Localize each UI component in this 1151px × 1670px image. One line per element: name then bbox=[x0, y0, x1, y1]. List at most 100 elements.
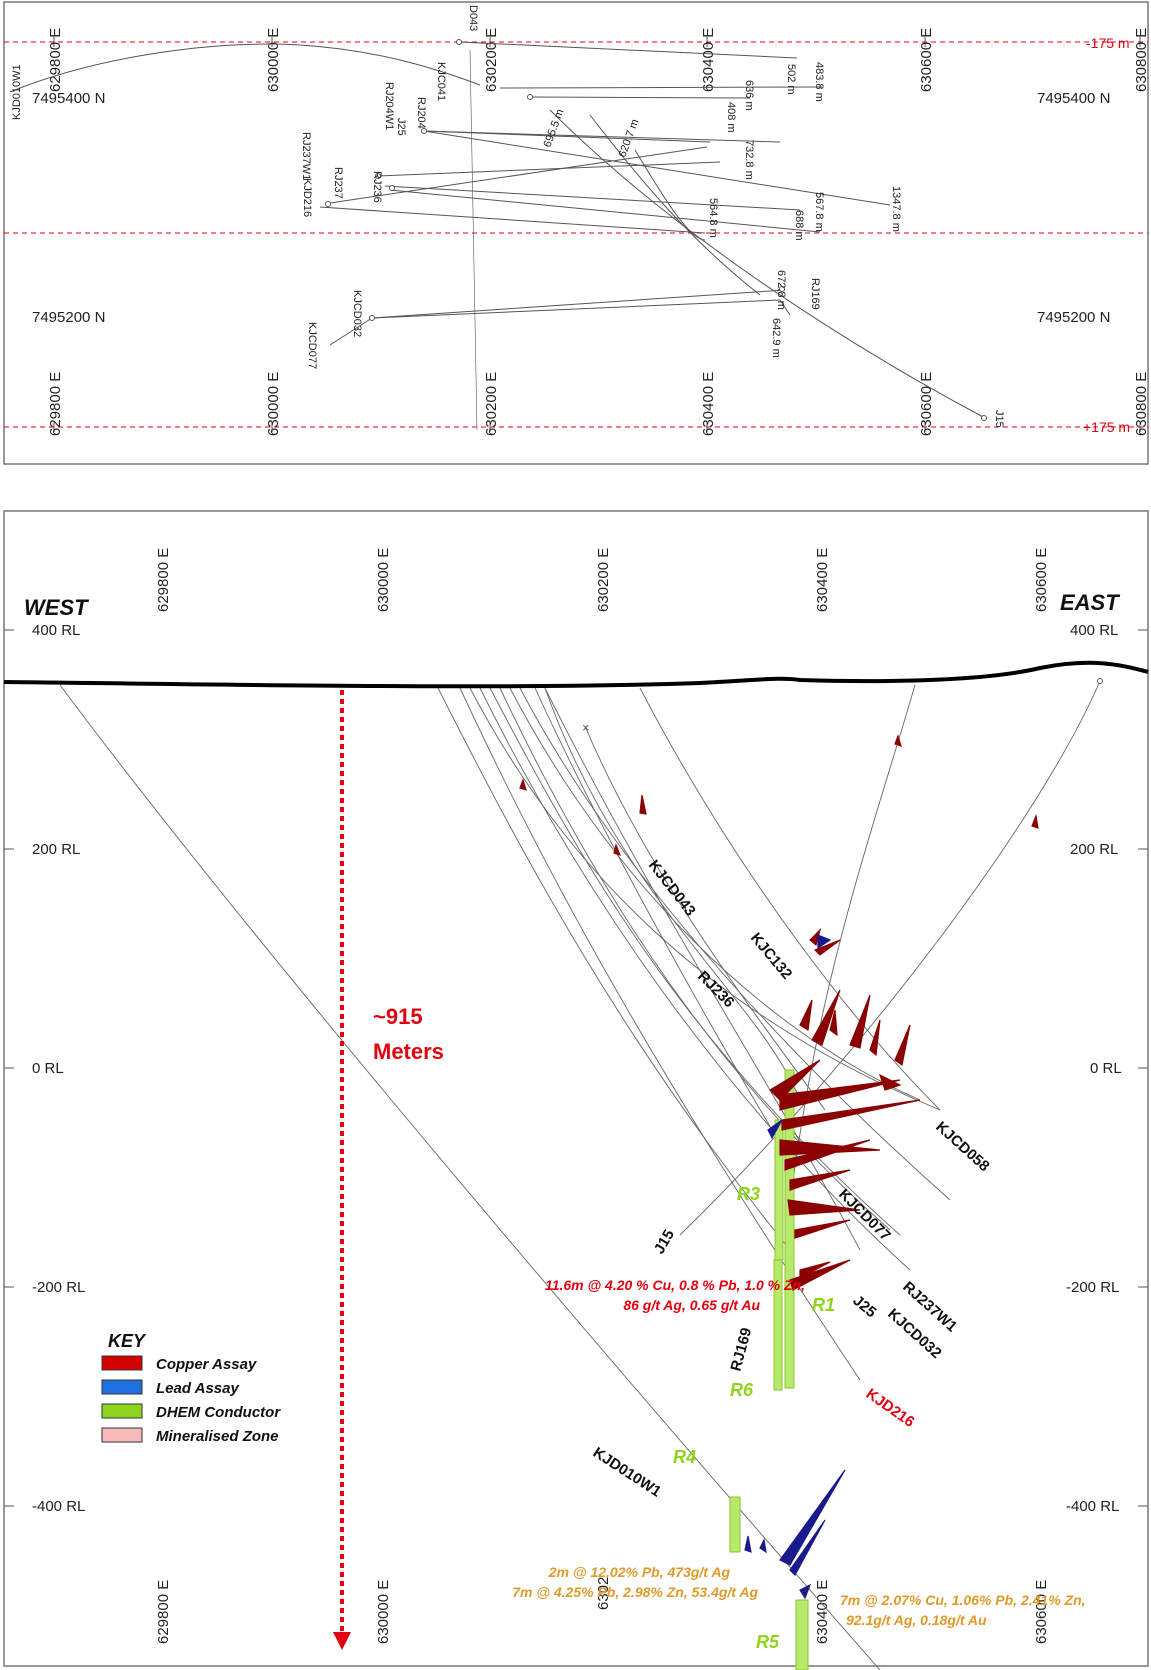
plan-northing-left-lower: 7495200 N bbox=[32, 309, 105, 326]
intercept-orange-right-line1: 7m @ 2.07% Cu, 1.06% Pb, 2.41% Zn, bbox=[840, 1592, 1086, 1608]
rl-left-400: 400 RL bbox=[32, 622, 80, 639]
conductor-label-R3: R3 bbox=[737, 1184, 760, 1204]
plan-easting-top-5: 630800 E bbox=[1133, 28, 1150, 92]
plan-hole-RJ237: RJ237 bbox=[332, 167, 344, 199]
plan-depth-9: 688 m bbox=[793, 210, 805, 241]
rl-left-minus400: -400 RL bbox=[32, 1498, 85, 1515]
plan-depth-1: 483.8 m bbox=[813, 62, 825, 102]
rl-right-minus200: -200 RL bbox=[1066, 1279, 1119, 1296]
plan-hole-KJD216: KJD216 bbox=[301, 178, 313, 217]
plan-hole-RJ204W1: RJ204W1 bbox=[383, 82, 395, 130]
limit-label-top: -175 m bbox=[1086, 35, 1130, 51]
conductor-R1 bbox=[784, 1069, 795, 1389]
plan-hole-KJCD032: KJCD032 bbox=[351, 290, 363, 337]
plan-depth-10: 564.8 m bbox=[707, 198, 719, 238]
plan-depth-2: 636 m bbox=[743, 80, 755, 111]
section-easting-bottom-4: 630600 E bbox=[1033, 1580, 1050, 1644]
limit-label-bottom: +175 m bbox=[1083, 419, 1130, 435]
conductor-label-R5: R5 bbox=[756, 1632, 780, 1652]
rl-left-200: 200 RL bbox=[32, 841, 80, 858]
plan-easting-top-0: 629800 E bbox=[47, 28, 64, 92]
conductor-R5 bbox=[795, 1599, 809, 1670]
section-rl-ticks bbox=[4, 629, 1148, 1507]
plan-easting-top-2: 630200 E bbox=[483, 28, 500, 92]
plan-northing-left-upper: 7495400 N bbox=[32, 90, 105, 107]
conductor-label-R6: R6 bbox=[730, 1380, 754, 1400]
plan-easting-top-3: 630400 E bbox=[700, 28, 717, 92]
legend-swatch-copper bbox=[101, 1355, 143, 1371]
plan-depth-8: 567.8 m bbox=[813, 192, 825, 232]
plan-easting-top-1: 630000 E bbox=[265, 28, 282, 92]
intercept-red-line2: 86 g/t Ag, 0.65 g/t Au bbox=[623, 1297, 760, 1313]
legend-title: KEY bbox=[108, 1331, 147, 1351]
plan-easting-bottom-0: 629800 E bbox=[47, 372, 64, 436]
plan-hole-KJD010W1: KJD010W1 bbox=[11, 64, 23, 120]
conductor-label-R4: R4 bbox=[673, 1447, 696, 1467]
plan-northing-right-upper: 7495400 N bbox=[1037, 90, 1110, 107]
west-label: WEST bbox=[24, 595, 89, 620]
section-easting-top-2: 630200 E bbox=[595, 548, 612, 612]
depth-arrow-head bbox=[333, 1632, 351, 1650]
legend-label-copper: Copper Assay bbox=[156, 1356, 257, 1373]
legend-swatch-dhem bbox=[101, 1403, 143, 1419]
depth-value: ~915 bbox=[373, 1004, 423, 1029]
legend: KEY Copper Assay Lead Assay DHEM Conduct… bbox=[101, 1331, 281, 1445]
rl-right-0: 0 RL bbox=[1090, 1060, 1122, 1077]
conductor-label-R1: R1 bbox=[812, 1295, 835, 1315]
plan-hole-RJ169: RJ169 bbox=[809, 278, 821, 310]
plan-depth-6: 732.8 m bbox=[743, 140, 755, 180]
plan-easting-bottom-1: 630000 E bbox=[265, 372, 282, 436]
plan-hole-J15: J15 bbox=[993, 410, 1005, 428]
section-frame bbox=[3, 510, 1149, 1667]
cross-marker: × bbox=[582, 720, 590, 735]
legend-label-mineralised: Mineralised Zone bbox=[156, 1428, 279, 1445]
plan-depth-7: 1347.8 m bbox=[890, 186, 902, 232]
depth-unit: Meters bbox=[373, 1039, 444, 1064]
plan-hole-KJCD077: KJCD077 bbox=[306, 322, 318, 369]
plan-ticks bbox=[53, 37, 1141, 432]
section-easting-top-1: 630000 E bbox=[375, 548, 392, 612]
collar-J15 bbox=[1097, 678, 1103, 684]
section-easting-bottom-3: 630400 E bbox=[814, 1580, 831, 1644]
plan-hole-RJ204: RJ204 bbox=[415, 97, 427, 129]
section-view: 629800 E 630000 E 630200 E 630400 E 6306… bbox=[3, 510, 1149, 1670]
section-easting-bottom-0: 629800 E bbox=[155, 1580, 172, 1644]
plan-easting-bottom-4: 630600 E bbox=[918, 372, 935, 436]
plan-northing-right-lower: 7495200 N bbox=[1037, 309, 1110, 326]
east-label: EAST bbox=[1060, 590, 1120, 615]
plan-hole-J25: J25 bbox=[395, 118, 407, 136]
plan-depth-11: 672.8 m bbox=[775, 270, 787, 310]
section-easting-top-3: 630400 E bbox=[814, 548, 831, 612]
rl-right-minus400: -400 RL bbox=[1066, 1498, 1119, 1515]
intercept-red-line1: 11.6m @ 4.20 % Cu, 0.8 % Pb, 1.0 % Zn, bbox=[545, 1277, 805, 1293]
legend-label-dhem: DHEM Conductor bbox=[156, 1404, 281, 1421]
conductor-R4 bbox=[729, 1496, 741, 1553]
legend-swatch-lead bbox=[101, 1379, 143, 1395]
plan-depth-0: 502 m bbox=[785, 64, 797, 95]
plan-depth-3: 408 m bbox=[725, 102, 737, 133]
rl-left-minus200: -200 RL bbox=[32, 1279, 85, 1296]
dhem-conductors bbox=[729, 1069, 809, 1670]
conductor-R6 bbox=[773, 1259, 783, 1391]
plan-easting-bottom-2: 630200 E bbox=[483, 372, 500, 436]
ground-surface bbox=[3, 660, 1149, 689]
section-easting-top-0: 629800 E bbox=[155, 548, 172, 612]
plan-hole-D043: D043 bbox=[467, 5, 479, 31]
plan-easting-top-4: 630600 E bbox=[918, 28, 935, 92]
rl-right-400: 400 RL bbox=[1070, 622, 1118, 639]
plan-collars bbox=[325, 39, 987, 421]
plan-depth-12: 642.9 m bbox=[770, 318, 782, 358]
intercept-orange-left-line1: 2m @ 12.02% Pb, 473g/t Ag bbox=[548, 1564, 731, 1580]
plan-hole-KJC041: KJC041 bbox=[435, 62, 447, 101]
intercept-orange-right-line2: 92.1g/t Ag, 0.18g/t Au bbox=[846, 1612, 987, 1628]
rl-left-0: 0 RL bbox=[32, 1060, 64, 1077]
section-easting-top-4: 630600 E bbox=[1033, 548, 1050, 612]
lead-assays bbox=[744, 934, 846, 1600]
rl-right-200: 200 RL bbox=[1070, 841, 1118, 858]
plan-hole-RJ236: RJ236 bbox=[371, 171, 383, 203]
plan-easting-bottom-5: 630800 E bbox=[1133, 372, 1150, 436]
plan-drill-traces bbox=[9, 41, 986, 431]
plan-hole-RJ237W1: RJ237W1 bbox=[300, 132, 312, 180]
copper-assays bbox=[519, 734, 1039, 1291]
